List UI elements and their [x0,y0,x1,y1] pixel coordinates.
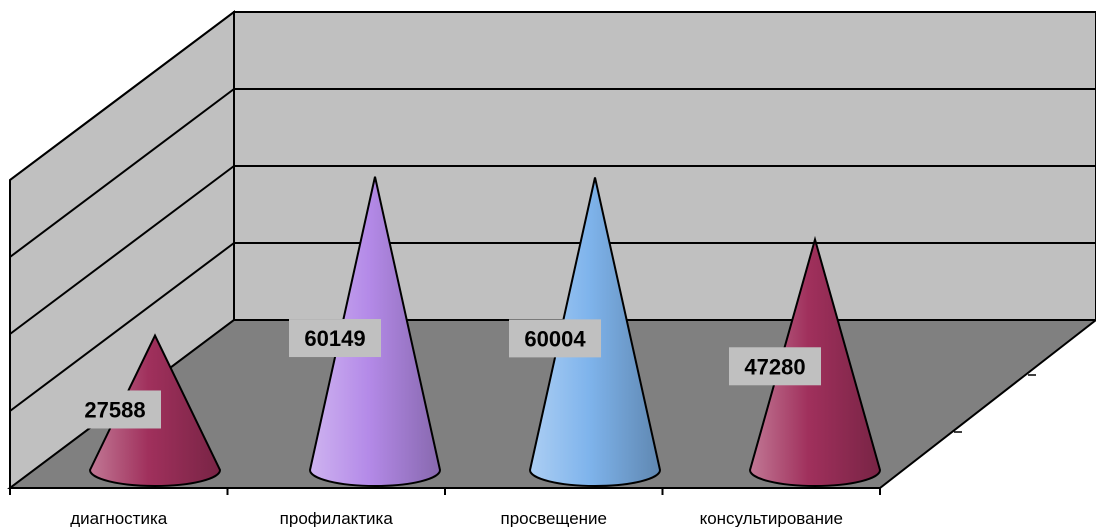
gridline-left [9,11,235,181]
gridline-left [9,88,235,258]
category-label: консультирование [700,509,843,527]
gridline-left [9,165,235,335]
data-label-bg [69,390,161,429]
category-label: профилактика [280,509,394,527]
data-label-bg [729,347,821,386]
data-label: 60149 [304,326,365,351]
category-axis [9,487,881,495]
data-label-bg [289,319,381,358]
data-label: 60004 [524,326,586,351]
gridline-left [9,242,235,412]
data-labels: 27588 60149 60004 47280 [69,319,821,429]
category-label: диагностика [70,509,168,527]
data-label: 47280 [744,354,805,379]
data-label-bg [509,319,601,358]
data-label: 27588 [84,397,145,422]
category-label: просвещение [501,509,608,527]
category-labels: диагностика профилактика просвещение консул… [70,509,843,527]
gridlines [9,11,1096,433]
